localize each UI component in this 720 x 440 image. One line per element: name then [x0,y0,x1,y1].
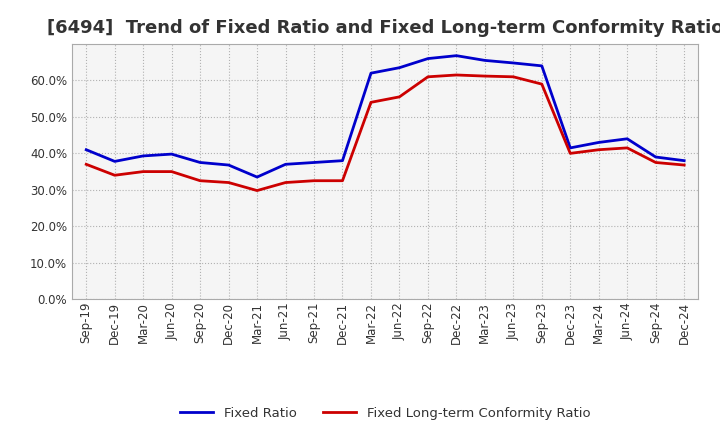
Fixed Ratio [423,56,432,61]
Fixed Long-term Conformity Ratio [110,172,119,178]
Fixed Ratio [652,154,660,160]
Fixed Long-term Conformity Ratio [253,188,261,193]
Fixed Long-term Conformity Ratio [167,169,176,174]
Line: Fixed Ratio: Fixed Ratio [86,56,684,177]
Fixed Long-term Conformity Ratio [196,178,204,183]
Fixed Ratio [566,145,575,150]
Fixed Ratio [366,70,375,76]
Legend: Fixed Ratio, Fixed Long-term Conformity Ratio: Fixed Ratio, Fixed Long-term Conformity … [175,402,595,425]
Fixed Ratio [338,158,347,163]
Fixed Ratio [509,60,518,66]
Fixed Ratio [537,63,546,69]
Fixed Ratio [310,160,318,165]
Fixed Ratio [139,153,148,158]
Fixed Ratio [395,65,404,70]
Fixed Long-term Conformity Ratio [310,178,318,183]
Fixed Long-term Conformity Ratio [395,94,404,99]
Fixed Ratio [623,136,631,141]
Fixed Ratio [110,159,119,164]
Fixed Ratio [225,162,233,168]
Fixed Ratio [595,140,603,145]
Fixed Long-term Conformity Ratio [595,147,603,152]
Fixed Long-term Conformity Ratio [452,72,461,77]
Fixed Long-term Conformity Ratio [623,145,631,150]
Fixed Ratio [253,174,261,180]
Fixed Long-term Conformity Ratio [537,81,546,87]
Fixed Ratio [282,161,290,167]
Fixed Long-term Conformity Ratio [225,180,233,185]
Fixed Long-term Conformity Ratio [680,162,688,168]
Fixed Ratio [480,58,489,63]
Fixed Long-term Conformity Ratio [566,151,575,156]
Fixed Long-term Conformity Ratio [509,74,518,80]
Fixed Long-term Conformity Ratio [480,73,489,79]
Fixed Long-term Conformity Ratio [282,180,290,185]
Fixed Long-term Conformity Ratio [366,100,375,105]
Fixed Ratio [452,53,461,59]
Fixed Ratio [196,160,204,165]
Fixed Ratio [167,151,176,157]
Fixed Ratio [680,158,688,163]
Fixed Long-term Conformity Ratio [139,169,148,174]
Title: [6494]  Trend of Fixed Ratio and Fixed Long-term Conformity Ratio: [6494] Trend of Fixed Ratio and Fixed Lo… [47,19,720,37]
Fixed Long-term Conformity Ratio [338,178,347,183]
Fixed Long-term Conformity Ratio [652,160,660,165]
Fixed Long-term Conformity Ratio [423,74,432,80]
Fixed Long-term Conformity Ratio [82,161,91,167]
Line: Fixed Long-term Conformity Ratio: Fixed Long-term Conformity Ratio [86,75,684,191]
Fixed Ratio [82,147,91,152]
